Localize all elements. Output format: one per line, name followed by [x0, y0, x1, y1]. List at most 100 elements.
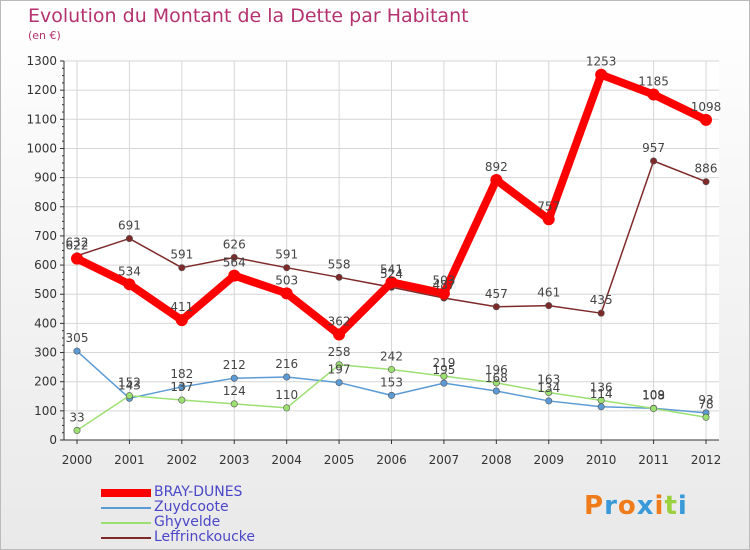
data-point-leffrinckoucke — [545, 302, 553, 310]
data-label-zuydcoote: 168 — [485, 371, 508, 385]
data-label-ghyvelde: 219 — [432, 356, 455, 370]
data-point-ghyvelde — [73, 426, 81, 434]
legend-swatch-bray-dunes — [101, 488, 151, 497]
data-label-zuydcoote: 143 — [118, 378, 141, 392]
y-tick-label: 700 — [34, 229, 57, 243]
data-label-leffrinckoucke: 461 — [537, 286, 560, 300]
x-tick-label: 2011 — [638, 453, 669, 467]
data-point-bray-dunes — [490, 173, 503, 186]
data-point-leffrinckoucke — [597, 309, 605, 317]
data-point-bray-dunes — [595, 68, 608, 81]
data-point-bray-dunes — [175, 314, 188, 327]
chart-subtitle: (en €) — [28, 29, 61, 42]
logo-letter: i — [677, 491, 688, 521]
data-point-zuydcoote — [387, 391, 395, 399]
legend-label-zuydcoote: Zuydcoote — [154, 499, 229, 515]
legend: BRAY-DUNES Zuydcoote Ghyvelde Leffrincko… — [101, 485, 255, 545]
data-point-leffrinckoucke — [650, 157, 658, 165]
data-point-zuydcoote — [492, 387, 500, 395]
logo-letter: t — [664, 491, 678, 521]
data-point-leffrinckoucke — [335, 273, 343, 281]
x-tick-label: 2006 — [376, 453, 407, 467]
data-label-bray-dunes: 534 — [118, 264, 141, 278]
data-label-leffrinckoucke: 591 — [275, 248, 298, 262]
data-label-zuydcoote: 216 — [275, 357, 298, 371]
y-tick-label: 1100 — [26, 112, 57, 126]
data-label-zuydcoote: 134 — [537, 381, 560, 395]
data-label-ghyvelde: 136 — [590, 380, 613, 394]
y-tick-label: 0 — [49, 433, 57, 447]
logo-letter: r — [604, 491, 618, 521]
legend-item-ghyvelde: Ghyvelde — [101, 515, 255, 530]
data-point-zuydcoote — [178, 383, 186, 391]
x-tick-label: 2012 — [691, 453, 722, 467]
data-label-ghyvelde: 78 — [698, 397, 713, 411]
legend-item-bray-dunes: BRAY-DUNES — [101, 485, 255, 500]
data-label-ghyvelde: 163 — [537, 372, 560, 386]
data-point-bray-dunes — [123, 278, 136, 291]
data-point-leffrinckoucke — [230, 253, 238, 261]
data-label-bray-dunes: 503 — [275, 273, 298, 287]
data-label-ghyvelde: 242 — [380, 349, 403, 363]
data-label-leffrinckoucke: 957 — [642, 141, 665, 155]
data-label-zuydcoote: 182 — [170, 367, 193, 381]
data-label-zuydcoote: 109 — [642, 388, 665, 402]
legend-item-leffrinckoucke: Leffrinckoucke — [101, 530, 255, 545]
data-label-bray-dunes: 1185 — [638, 75, 669, 89]
y-tick-label: 800 — [34, 200, 57, 214]
x-tick-label: 2005 — [324, 453, 355, 467]
data-label-leffrinckoucke: 487 — [432, 278, 455, 292]
data-label-bray-dunes: 503 — [432, 273, 455, 287]
data-label-ghyvelde: 33 — [69, 410, 84, 424]
data-point-ghyvelde — [283, 404, 291, 412]
data-label-bray-dunes: 622 — [66, 239, 89, 253]
data-label-leffrinckoucke: 632 — [66, 236, 89, 250]
logo-letter: x — [636, 491, 655, 521]
x-tick-label: 2000 — [62, 453, 93, 467]
data-label-bray-dunes: 541 — [380, 262, 403, 276]
data-point-ghyvelde — [335, 361, 343, 369]
y-tick-label: 1200 — [26, 83, 57, 97]
data-point-bray-dunes — [437, 287, 450, 300]
data-point-bray-dunes — [385, 276, 398, 289]
y-tick-label: 500 — [34, 287, 57, 301]
data-label-leffrinckoucke: 457 — [485, 287, 508, 301]
data-label-zuydcoote: 114 — [590, 387, 613, 401]
data-point-leffrinckoucke — [702, 178, 710, 186]
data-point-bray-dunes — [71, 252, 83, 265]
y-tick-label: 200 — [34, 375, 57, 389]
data-label-bray-dunes: 564 — [223, 256, 246, 270]
data-label-zuydcoote: 197 — [328, 363, 351, 377]
legend-swatch-leffrinckoucke — [101, 536, 151, 539]
data-point-zuydcoote — [440, 379, 448, 387]
data-label-ghyvelde: 108 — [642, 389, 665, 403]
data-point-ghyvelde — [650, 405, 658, 413]
data-point-ghyvelde — [125, 392, 133, 400]
y-tick-label: 600 — [34, 258, 57, 272]
x-tick-label: 2001 — [114, 453, 145, 467]
data-label-zuydcoote: 93 — [698, 393, 713, 407]
data-label-leffrinckoucke: 886 — [695, 162, 718, 176]
data-label-leffrinckoucke: 435 — [590, 293, 613, 307]
y-tick-label: 400 — [34, 316, 57, 330]
data-point-bray-dunes — [280, 287, 293, 300]
data-point-bray-dunes — [647, 88, 660, 101]
x-tick-label: 2003 — [219, 453, 250, 467]
legend-swatch-ghyvelde — [101, 521, 151, 524]
data-label-zuydcoote: 305 — [66, 331, 89, 345]
data-label-ghyvelde: 152 — [118, 376, 141, 390]
y-tick-label: 100 — [34, 404, 57, 418]
data-label-leffrinckoucke: 524 — [380, 267, 403, 281]
data-label-leffrinckoucke: 591 — [170, 248, 193, 262]
data-label-ghyvelde: 258 — [328, 345, 351, 359]
data-point-zuydcoote — [335, 379, 343, 387]
x-tick-label: 2010 — [586, 453, 617, 467]
y-tick-label: 1300 — [26, 54, 57, 68]
data-point-leffrinckoucke — [283, 264, 291, 272]
data-point-bray-dunes — [542, 213, 555, 226]
data-point-ghyvelde — [702, 413, 710, 421]
data-label-leffrinckoucke: 626 — [223, 237, 246, 251]
data-label-zuydcoote: 153 — [380, 375, 403, 389]
data-point-ghyvelde — [230, 400, 238, 408]
